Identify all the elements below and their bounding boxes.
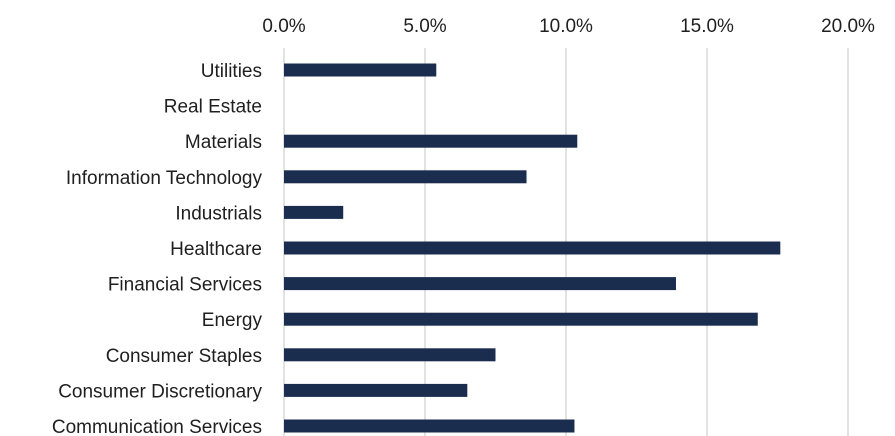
category-label: Communication Services	[52, 417, 262, 436]
bar	[284, 241, 781, 255]
bar	[284, 170, 527, 184]
x-tick-label: 5.0%	[403, 16, 446, 37]
category-labels: Utilities Real Estate Materials Information…	[52, 61, 263, 436]
category-label: Healthcare	[170, 239, 262, 260]
bar	[284, 205, 344, 219]
x-tick-label: 0.0%	[262, 16, 305, 37]
category-label: Materials	[185, 132, 262, 153]
x-axis-ticks: 0.0% 5.0% 10.0% 15.0% 20.0%	[262, 16, 875, 37]
bar	[284, 312, 758, 326]
category-label: Utilities	[201, 61, 262, 82]
bar	[284, 134, 578, 148]
category-label: Real Estate	[164, 97, 262, 118]
bar	[284, 348, 496, 362]
category-label: Consumer Staples	[106, 346, 262, 367]
x-tick-label: 15.0%	[680, 16, 734, 37]
bar	[284, 63, 437, 77]
bar	[284, 419, 575, 433]
category-label: Financial Services	[108, 275, 262, 296]
category-label: Consumer Discretionary	[58, 381, 262, 402]
category-label: Industrials	[175, 203, 262, 224]
category-label: Energy	[202, 310, 263, 331]
x-tick-label: 10.0%	[539, 16, 593, 37]
bar	[284, 277, 676, 291]
bar	[284, 383, 468, 397]
category-label: Information Technology	[66, 168, 263, 189]
bars	[284, 63, 781, 433]
x-tick-label: 20.0%	[821, 16, 875, 37]
